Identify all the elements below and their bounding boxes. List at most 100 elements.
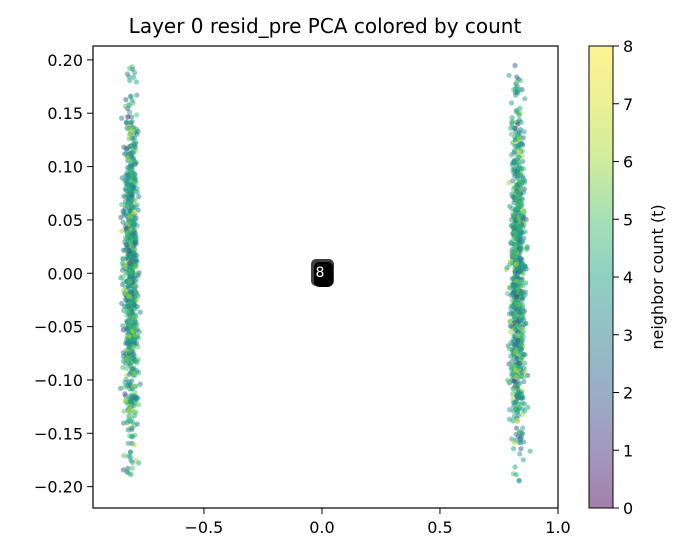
scatter-point bbox=[510, 276, 517, 282]
colorbar-tick-label: 1 bbox=[623, 441, 633, 460]
scatter-point bbox=[523, 245, 530, 251]
x-tick-label: 0.0 bbox=[309, 518, 334, 537]
y-tick-label: 0.20 bbox=[47, 51, 83, 70]
scatter-point bbox=[516, 239, 523, 245]
scatter-point bbox=[127, 355, 133, 361]
scatter-point bbox=[507, 346, 513, 352]
scatter-point bbox=[515, 155, 521, 161]
scatter-point bbox=[127, 269, 133, 275]
scatter-point bbox=[517, 310, 523, 316]
scatter-point bbox=[517, 180, 523, 186]
scatter-point bbox=[134, 112, 140, 118]
scatter-point bbox=[131, 227, 138, 233]
scatter-point bbox=[120, 364, 126, 371]
scatter-point bbox=[519, 296, 526, 302]
scatter-point bbox=[136, 194, 142, 200]
scatter-point bbox=[126, 227, 132, 234]
scatter-point bbox=[513, 472, 519, 478]
scatter-point bbox=[129, 150, 135, 156]
scatter-point bbox=[512, 349, 518, 355]
scatter-point bbox=[517, 353, 523, 359]
scatter-point bbox=[506, 72, 512, 78]
scatter-point bbox=[509, 362, 515, 369]
scatter-point bbox=[127, 403, 133, 409]
x-tick-label: −0.5 bbox=[185, 518, 224, 537]
scatter-point bbox=[124, 71, 131, 77]
scatter-point bbox=[127, 407, 133, 413]
scatter-point bbox=[518, 446, 524, 452]
scatter-point bbox=[127, 198, 133, 204]
scatter-point bbox=[129, 393, 135, 399]
scatter-point bbox=[122, 289, 128, 295]
scatter-point bbox=[510, 386, 516, 392]
scatter-point bbox=[121, 453, 127, 459]
y-tick-label: −0.10 bbox=[34, 371, 83, 390]
scatter-point bbox=[527, 448, 533, 454]
scatter-point bbox=[130, 74, 137, 80]
scatter-point bbox=[514, 266, 521, 272]
scatter-point bbox=[511, 285, 517, 291]
scatter-point bbox=[132, 389, 138, 395]
scatter-point bbox=[126, 303, 132, 309]
scatter-point bbox=[125, 114, 131, 120]
scatter-point bbox=[127, 93, 133, 99]
scatter-point bbox=[509, 115, 515, 121]
colorbar-tick-label: 4 bbox=[623, 268, 633, 287]
scatter-point bbox=[133, 238, 139, 244]
colorbar: 0 1 2 3 4 5 6 7 8 neighbor count (t) bbox=[588, 37, 667, 518]
y-tick-label: −0.05 bbox=[34, 318, 83, 337]
scatter-point bbox=[516, 477, 522, 483]
scatter-point bbox=[522, 96, 528, 102]
y-tick-label: 0.10 bbox=[47, 158, 83, 177]
scatter-point bbox=[513, 79, 519, 86]
scatter-point bbox=[518, 261, 525, 267]
scatter-point bbox=[515, 390, 521, 396]
scatter-point bbox=[133, 358, 139, 364]
scatter-point bbox=[131, 171, 137, 177]
scatter-point bbox=[515, 278, 521, 284]
scatter-point bbox=[512, 62, 518, 69]
scatter-point bbox=[128, 472, 134, 478]
scatter-point bbox=[520, 457, 526, 463]
scatter-point bbox=[127, 65, 133, 71]
scatter-point bbox=[132, 332, 138, 338]
scatter-point bbox=[130, 231, 137, 237]
scatter-point bbox=[512, 207, 518, 213]
scatter-point bbox=[132, 319, 139, 326]
scatter-point bbox=[122, 103, 129, 109]
scatter-point bbox=[131, 204, 137, 211]
scatter-point bbox=[134, 92, 140, 98]
scatter-point bbox=[119, 175, 125, 181]
colorbar-tick-label: 8 bbox=[623, 37, 633, 56]
scatter-point bbox=[127, 381, 133, 387]
scatter-point bbox=[132, 70, 138, 76]
scatter-point bbox=[508, 292, 514, 298]
scatter-point bbox=[118, 385, 124, 391]
scatter-point bbox=[129, 128, 135, 134]
center-label-text: 8 bbox=[316, 265, 325, 281]
scatter-point bbox=[131, 299, 137, 305]
scatter-points bbox=[118, 62, 533, 484]
scatter-point bbox=[134, 421, 140, 427]
scatter-point bbox=[510, 214, 517, 220]
scatter-point bbox=[118, 214, 124, 220]
scatter-point bbox=[129, 459, 135, 465]
scatter-point bbox=[124, 146, 130, 152]
scatter-point bbox=[520, 302, 526, 308]
scatter-point bbox=[126, 319, 132, 325]
scatter-point bbox=[127, 361, 133, 367]
scatter-point bbox=[127, 78, 133, 84]
scatter-point bbox=[134, 257, 140, 263]
scatter-point bbox=[130, 243, 136, 249]
scatter-point bbox=[131, 336, 137, 342]
scatter-point bbox=[126, 132, 132, 139]
scatter-point bbox=[519, 400, 525, 406]
scatter-point bbox=[509, 100, 515, 106]
scatter-point bbox=[515, 418, 521, 424]
scatter-point bbox=[119, 228, 125, 234]
scatter-point bbox=[127, 417, 133, 423]
scatter-point bbox=[119, 282, 126, 288]
y-tick-label: −0.20 bbox=[34, 478, 83, 497]
colorbar-tick-label: 0 bbox=[623, 499, 633, 518]
scatter-point bbox=[507, 318, 513, 324]
